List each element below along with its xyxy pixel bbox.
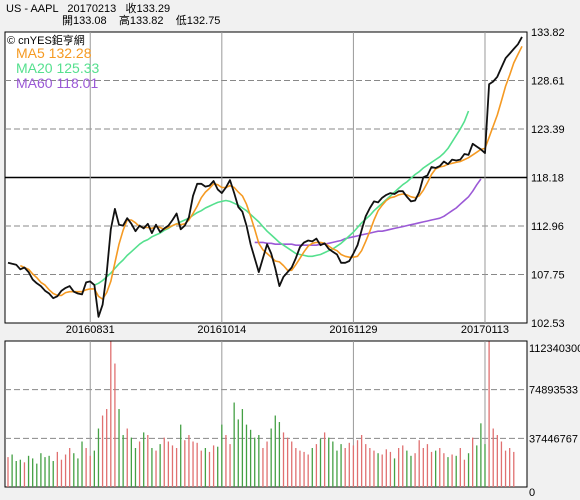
low-price: 低132.75: [175, 15, 221, 27]
header-line-2: 開133.08 高133.82 低132.75: [62, 15, 220, 28]
price-tick-label: 107.75: [531, 269, 565, 281]
price-tick-label: 112.96: [531, 221, 564, 233]
date-tick-label: 20161129: [329, 324, 377, 336]
ticker: US - AAPL: [6, 3, 59, 15]
volume-panel: [4, 340, 528, 488]
source-label: © cnYES鉅亨網: [7, 33, 85, 47]
volume-tick-label: 112340300: [529, 343, 580, 355]
date-tick-label: 20161014: [197, 324, 246, 336]
quote-date: 20170213: [67, 3, 117, 15]
date-tick-label: 20160831: [66, 324, 115, 336]
legend-ma5: MA5 132.28: [16, 45, 92, 61]
legend-ma60: MA60 118.01: [16, 75, 98, 91]
price-tick-label: 123.39: [531, 124, 565, 136]
price-tick-label: 128.61: [531, 75, 565, 87]
date-tick-label: 20170113: [461, 324, 509, 336]
price-tick-label: 118.18: [531, 172, 564, 184]
price-line: [7, 36, 523, 318]
ma20-line: [94, 110, 470, 286]
legend-ma20: MA20 125.33: [16, 60, 99, 76]
price-tick-label: 102.53: [531, 318, 565, 330]
header-line-1: US - AAPL 20170213 收133.29: [6, 3, 170, 16]
price-tick-label: 133.82: [531, 27, 565, 39]
ma60-line: [254, 178, 482, 246]
open-price: 開133.08: [62, 15, 107, 27]
volume-tick-label: 37446767: [529, 433, 578, 445]
high-price: 高133.82: [118, 15, 164, 27]
volume-tick-label: 74893533: [529, 385, 578, 397]
volume-tick-label: 0: [529, 487, 535, 499]
close-price: 收133.29: [125, 3, 171, 15]
